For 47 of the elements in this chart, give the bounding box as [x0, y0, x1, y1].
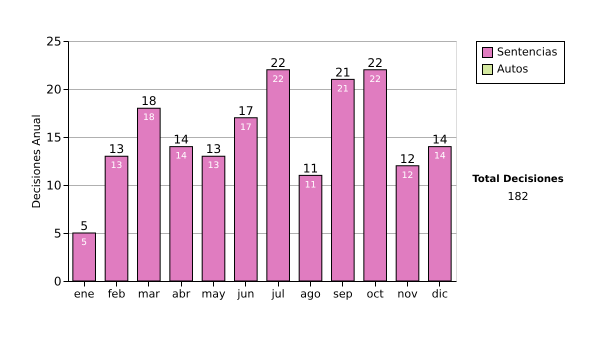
y-tick-label: 20 — [46, 82, 62, 96]
x-tick-label: sep — [333, 288, 353, 300]
data-label: 13 — [110, 161, 122, 172]
text: Total Decisiones — [472, 174, 564, 185]
y-tick-label: 5 — [54, 226, 62, 240]
x-tick-label: oct — [366, 288, 384, 300]
x-tick-label: jun — [236, 288, 254, 300]
total-label: 5 — [80, 219, 88, 233]
data-label: 22 — [369, 74, 381, 85]
data-label: 12 — [402, 170, 414, 181]
data-label: 18 — [143, 113, 155, 124]
x-tick-label: mar — [138, 288, 160, 300]
total-label: 11 — [302, 161, 318, 176]
x-tick-label: dic — [432, 288, 448, 300]
total-label: 13 — [108, 142, 124, 156]
data-label: 11 — [304, 180, 316, 190]
total-label: 13 — [206, 142, 222, 156]
x-tick-label: jul — [270, 288, 285, 300]
total-label: 14 — [432, 132, 448, 147]
y-tick-label: 25 — [46, 34, 62, 48]
x-tick-label: ago — [300, 288, 321, 300]
x-tick-label: abr — [172, 288, 191, 300]
total-label: 22 — [368, 56, 383, 70]
x-tick-label: nov — [397, 288, 418, 300]
data-label: 14 — [434, 152, 446, 162]
total-label: 17 — [238, 104, 254, 118]
x-tick-label: ene — [74, 288, 95, 300]
data-label: 22 — [272, 74, 284, 85]
y-tick-label: 15 — [46, 130, 62, 144]
total-label: 18 — [141, 94, 156, 108]
total-label: 22 — [270, 56, 286, 70]
legend-label: Sentencias — [497, 46, 558, 58]
y-axis-title: Decisiones Anual — [30, 114, 44, 209]
data-label: 5 — [81, 238, 88, 248]
y-tick-label: 0 — [54, 274, 62, 288]
y-tick-label: 10 — [46, 178, 62, 192]
data-label: 14 — [175, 152, 188, 162]
legend-label: Autos — [497, 62, 529, 76]
data-label: 17 — [240, 122, 252, 133]
data-label: 13 — [208, 161, 220, 172]
x-tick-label: feb — [108, 288, 126, 300]
total-label: 12 — [400, 152, 416, 166]
data-label: 21 — [337, 84, 349, 94]
x-tick-label: may — [202, 288, 226, 300]
total-label: 21 — [335, 65, 350, 80]
text: 182 — [508, 190, 528, 203]
total-label: 14 — [174, 132, 189, 147]
